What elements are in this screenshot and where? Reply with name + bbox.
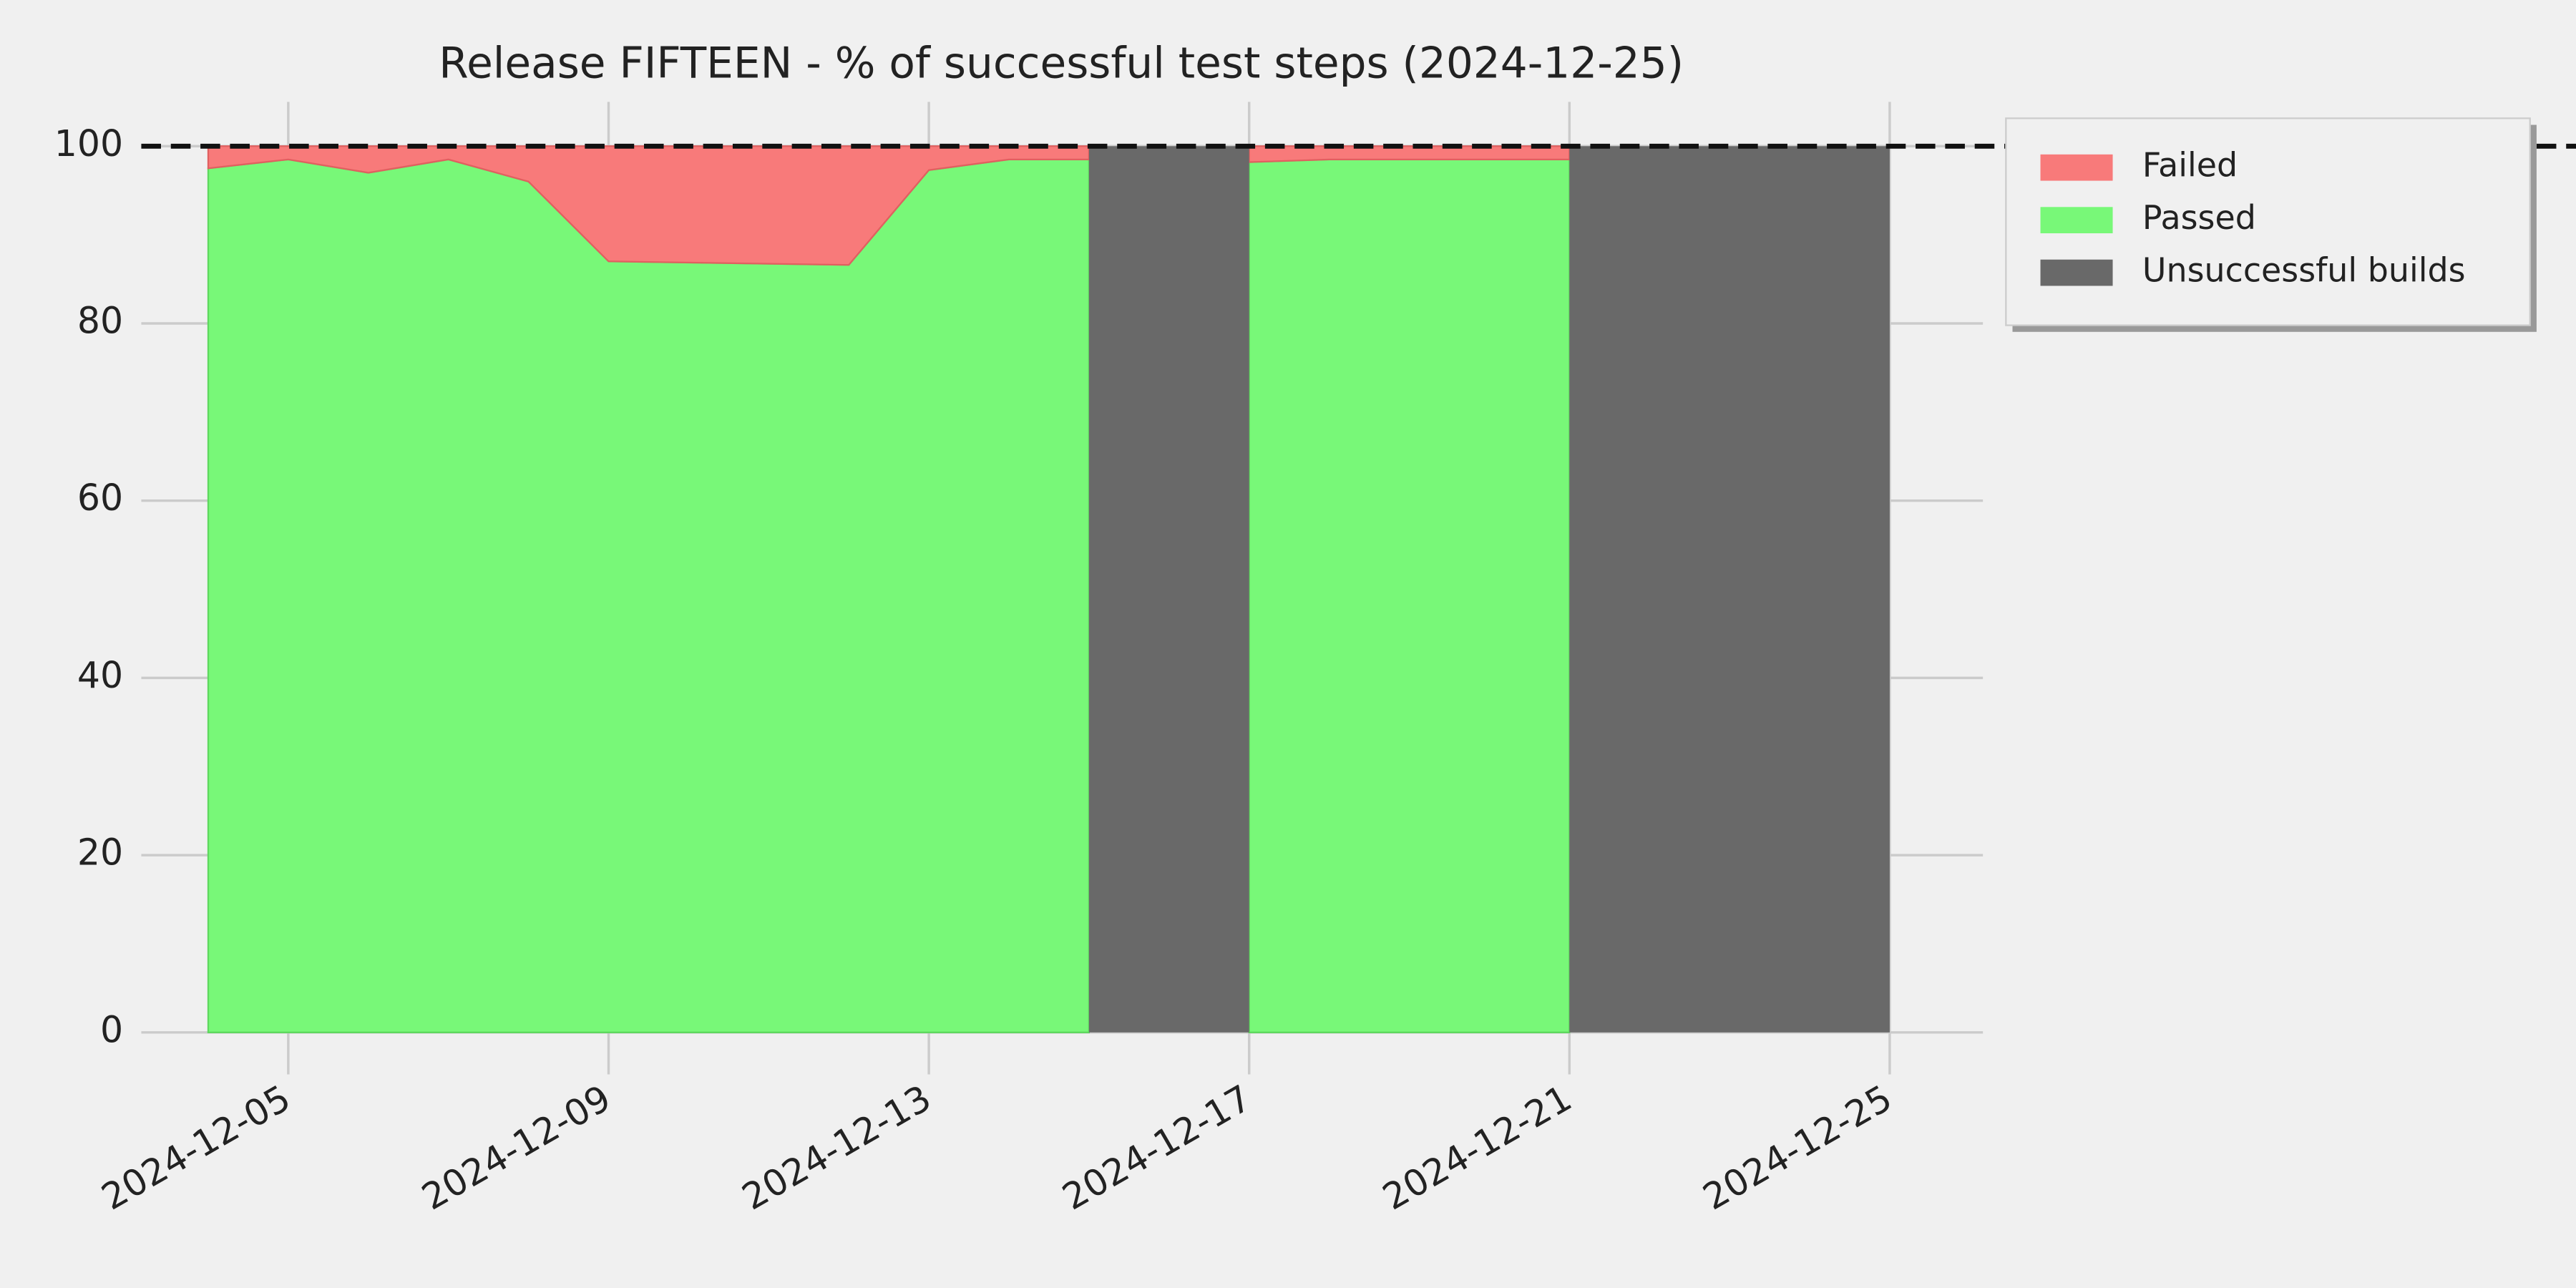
unsuccessful-build xyxy=(1569,146,1890,1033)
legend-swatch xyxy=(2040,154,2113,181)
legend-swatch xyxy=(2040,259,2113,286)
legend-label: Passed xyxy=(2142,198,2256,237)
legend: Failed Passed Unsuccessful builds xyxy=(2005,117,2537,332)
legend-label: Unsuccessful builds xyxy=(2142,251,2466,290)
y-tick-label: 20 xyxy=(77,831,123,874)
legend-swatch xyxy=(2040,207,2113,234)
legend-label: Failed xyxy=(2142,146,2238,185)
chart-title: Release FIFTEEN - % of successful test s… xyxy=(439,39,1684,88)
y-tick-label: 0 xyxy=(100,1008,123,1050)
y-tick-label: 80 xyxy=(77,299,123,341)
y-tick-label: 100 xyxy=(54,122,123,165)
unsuccessful-build xyxy=(1088,146,1249,1033)
y-tick-label: 40 xyxy=(77,654,123,696)
passed-area xyxy=(207,158,1571,1033)
y-tick-label: 60 xyxy=(77,477,123,519)
